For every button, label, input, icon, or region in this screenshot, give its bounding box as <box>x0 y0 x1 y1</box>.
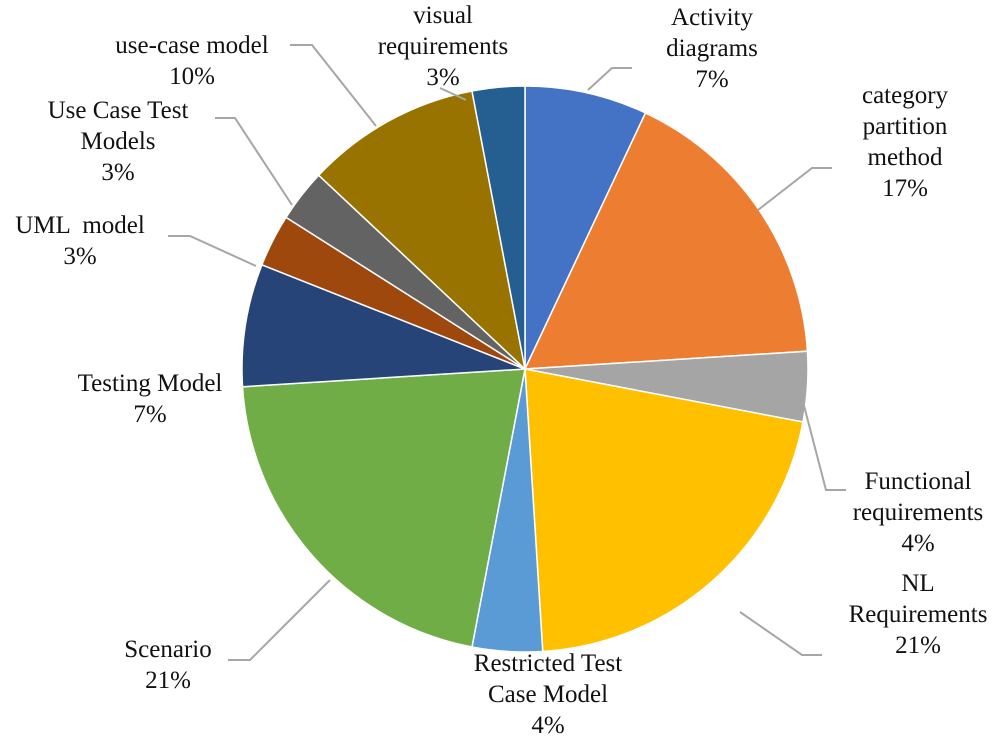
pie-slice <box>241 368 526 648</box>
leader-line <box>290 44 377 127</box>
slice-percent: 4% <box>901 530 935 557</box>
slice-label: NL Requirements <box>848 570 988 628</box>
slice-percent: 3% <box>101 159 135 186</box>
slice-label: category partition method <box>861 82 955 171</box>
pie-slice <box>471 85 526 370</box>
slice-percent: 21% <box>895 632 941 659</box>
leader-line <box>228 579 331 661</box>
slice-label: Testing Model <box>77 370 223 397</box>
slice-label: Activity diagrams <box>666 4 760 62</box>
leader-line <box>215 117 293 206</box>
leader-line <box>739 611 822 656</box>
leader-line <box>587 67 632 91</box>
slice-label: Scenario <box>124 636 212 663</box>
leader-line <box>168 235 257 267</box>
slice-percent: 4% <box>531 712 565 739</box>
pie-slice <box>524 368 804 653</box>
slice-percent: 10% <box>169 63 215 90</box>
pie-slice <box>524 85 647 370</box>
pie-slice <box>241 263 526 388</box>
slice-percent: 21% <box>145 667 191 694</box>
leader-line <box>439 87 467 101</box>
slice-percent: 3% <box>426 64 460 91</box>
slice-label: Restricted Test Case Model <box>473 650 629 708</box>
slice-percent: 7% <box>133 401 167 428</box>
leader-line <box>757 167 832 211</box>
slice-percent: 3% <box>63 243 97 270</box>
pie-slice <box>317 90 527 372</box>
leader-line <box>801 397 846 491</box>
slice-percent: 17% <box>882 175 928 202</box>
slice-label: use-case model <box>115 32 269 59</box>
slice-label: visual requirements <box>377 2 509 60</box>
slice-percent: 7% <box>695 66 729 93</box>
slice-label: Functional requirements <box>852 468 984 526</box>
slice-label: UML model <box>15 212 145 239</box>
slice-label: Use Case Test Models <box>47 97 195 155</box>
